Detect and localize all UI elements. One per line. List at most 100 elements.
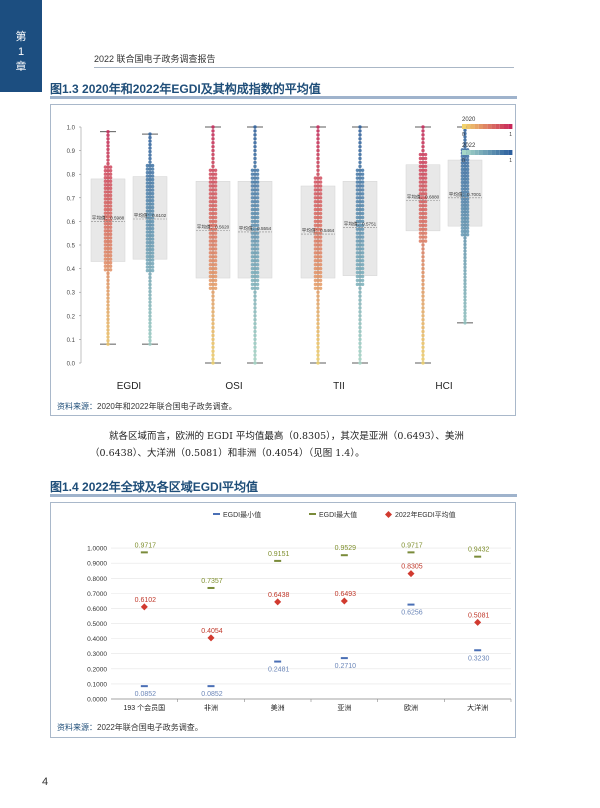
data-point <box>150 188 155 192</box>
data-point <box>106 147 110 152</box>
legend-swatch <box>462 124 467 129</box>
data-point <box>148 195 152 199</box>
min-value-label: 0.2710 <box>335 663 357 670</box>
data-point <box>106 250 110 254</box>
data-point <box>213 259 218 263</box>
data-point <box>316 337 320 342</box>
legend-swatch <box>309 513 316 515</box>
data-point <box>208 247 213 251</box>
data-point <box>106 211 110 215</box>
data-point <box>463 219 467 224</box>
data-point <box>148 163 152 168</box>
legend-swatch <box>385 511 392 518</box>
data-point <box>106 317 110 322</box>
data-point <box>421 247 425 251</box>
data-point <box>148 331 152 336</box>
data-point <box>463 203 467 208</box>
data-point <box>148 282 152 287</box>
data-point <box>463 187 467 191</box>
y-tick-label: 0.4000 <box>87 636 107 643</box>
data-point <box>211 141 215 145</box>
data-point <box>355 219 360 224</box>
data-point <box>211 148 215 153</box>
data-point <box>145 177 150 182</box>
data-point <box>148 174 152 178</box>
data-point <box>148 160 152 164</box>
data-point <box>150 181 155 185</box>
y-tick-label: 0.7000 <box>87 591 107 598</box>
data-point <box>145 170 150 175</box>
data-point <box>148 342 152 346</box>
data-point <box>360 200 365 204</box>
data-point <box>465 210 470 214</box>
data-point <box>148 205 152 210</box>
data-point <box>255 243 260 247</box>
data-point <box>316 345 320 349</box>
data-point <box>250 266 255 271</box>
data-point <box>421 251 425 255</box>
data-point <box>208 266 213 271</box>
data-point <box>145 223 150 227</box>
data-point <box>211 262 215 267</box>
data-point <box>463 249 467 253</box>
data-point <box>255 227 260 231</box>
legend-swatch <box>508 150 513 155</box>
data-point <box>316 314 320 318</box>
chapter-number: 1 <box>17 46 25 58</box>
data-point <box>213 286 218 290</box>
data-point <box>145 233 150 238</box>
data-point <box>106 144 110 148</box>
data-point <box>318 200 323 204</box>
data-point <box>148 156 152 161</box>
data-point <box>148 212 152 217</box>
data-point <box>213 168 218 172</box>
data-point <box>316 152 320 157</box>
data-point <box>213 231 218 235</box>
data-point <box>358 306 362 310</box>
data-point <box>148 139 152 143</box>
data-point <box>316 223 320 228</box>
data-point <box>358 239 362 243</box>
data-point <box>106 314 110 318</box>
data-point <box>253 184 257 188</box>
data-point <box>465 193 470 198</box>
data-point <box>360 227 365 231</box>
data-point <box>213 274 218 279</box>
data-point <box>463 177 467 181</box>
data-point <box>103 239 108 244</box>
data-point <box>316 262 320 267</box>
data-point <box>355 188 360 192</box>
data-point <box>253 156 257 161</box>
data-point <box>106 246 110 251</box>
data-point <box>463 213 467 217</box>
data-point <box>250 172 255 176</box>
data-point <box>360 270 365 275</box>
data-point <box>148 219 152 224</box>
data-point <box>211 357 215 361</box>
figure-1-4-panel: 0.0000 0.1000 0.2000 0.3000 0.4000 0.5000 0.60… <box>50 502 516 738</box>
data-point <box>103 236 108 240</box>
data-point <box>423 207 428 212</box>
data-point <box>108 232 113 237</box>
data-point <box>255 278 260 283</box>
data-point <box>255 188 260 192</box>
data-point <box>421 345 425 349</box>
data-point <box>148 240 152 245</box>
max-value-label: 0.9717 <box>135 542 157 549</box>
data-point <box>106 172 110 176</box>
max-value-label: 0.9717 <box>401 542 423 549</box>
data-point <box>358 318 362 322</box>
data-point <box>355 176 360 180</box>
data-point <box>316 321 320 326</box>
data-point <box>358 200 362 204</box>
data-point <box>211 200 215 204</box>
data-point <box>423 164 428 169</box>
data-point <box>208 192 213 196</box>
data-point <box>253 345 257 349</box>
data-point <box>355 274 360 279</box>
data-point <box>463 200 467 204</box>
data-point <box>255 282 260 287</box>
data-point <box>150 261 155 266</box>
data-point <box>148 184 152 189</box>
data-point <box>358 274 362 279</box>
